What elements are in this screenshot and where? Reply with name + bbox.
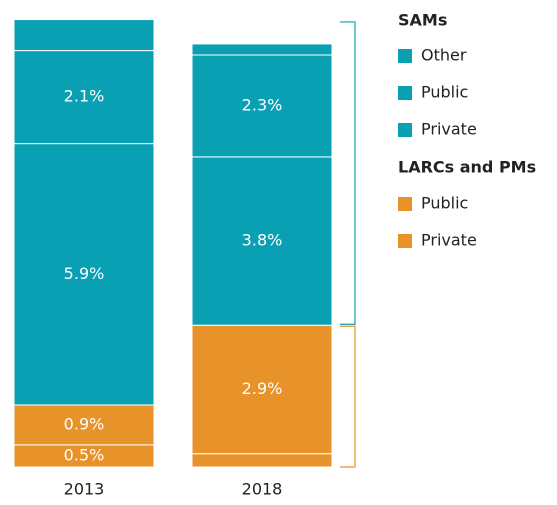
bar-segment	[191, 54, 333, 158]
bracket	[340, 21, 356, 325]
bar-segment	[13, 404, 155, 446]
legend-label: Other	[421, 46, 467, 65]
legend-label: Public	[421, 194, 468, 213]
x-tick-label: 2018	[242, 480, 283, 499]
bar-segment	[191, 453, 333, 468]
data-label: 2.9%	[242, 379, 283, 398]
bracket	[340, 325, 356, 468]
data-label: 2.3%	[242, 95, 283, 114]
bar-segment	[191, 324, 333, 455]
legend-swatch	[398, 49, 412, 63]
bar-segment	[191, 156, 333, 326]
bar-segment	[191, 43, 333, 56]
bar-segment	[13, 50, 155, 145]
legend-group-title: LARCs and PMs	[398, 158, 536, 177]
x-tick-label: 2013	[64, 480, 105, 499]
data-label: 5.9%	[64, 264, 105, 283]
legend-label: Private	[421, 120, 477, 139]
legend-label: Public	[421, 83, 468, 102]
data-label: 0.9%	[64, 414, 105, 433]
data-label: 3.8%	[242, 231, 283, 250]
legend-label: Private	[421, 231, 477, 250]
legend-group-title: SAMs	[398, 11, 447, 30]
legend-swatch	[398, 197, 412, 211]
legend-swatch	[398, 234, 412, 248]
legend-swatch	[398, 123, 412, 137]
legend-swatch	[398, 86, 412, 100]
bar-segment	[13, 19, 155, 52]
data-label: 2.1%	[64, 87, 105, 106]
data-label: 0.5%	[64, 445, 105, 464]
